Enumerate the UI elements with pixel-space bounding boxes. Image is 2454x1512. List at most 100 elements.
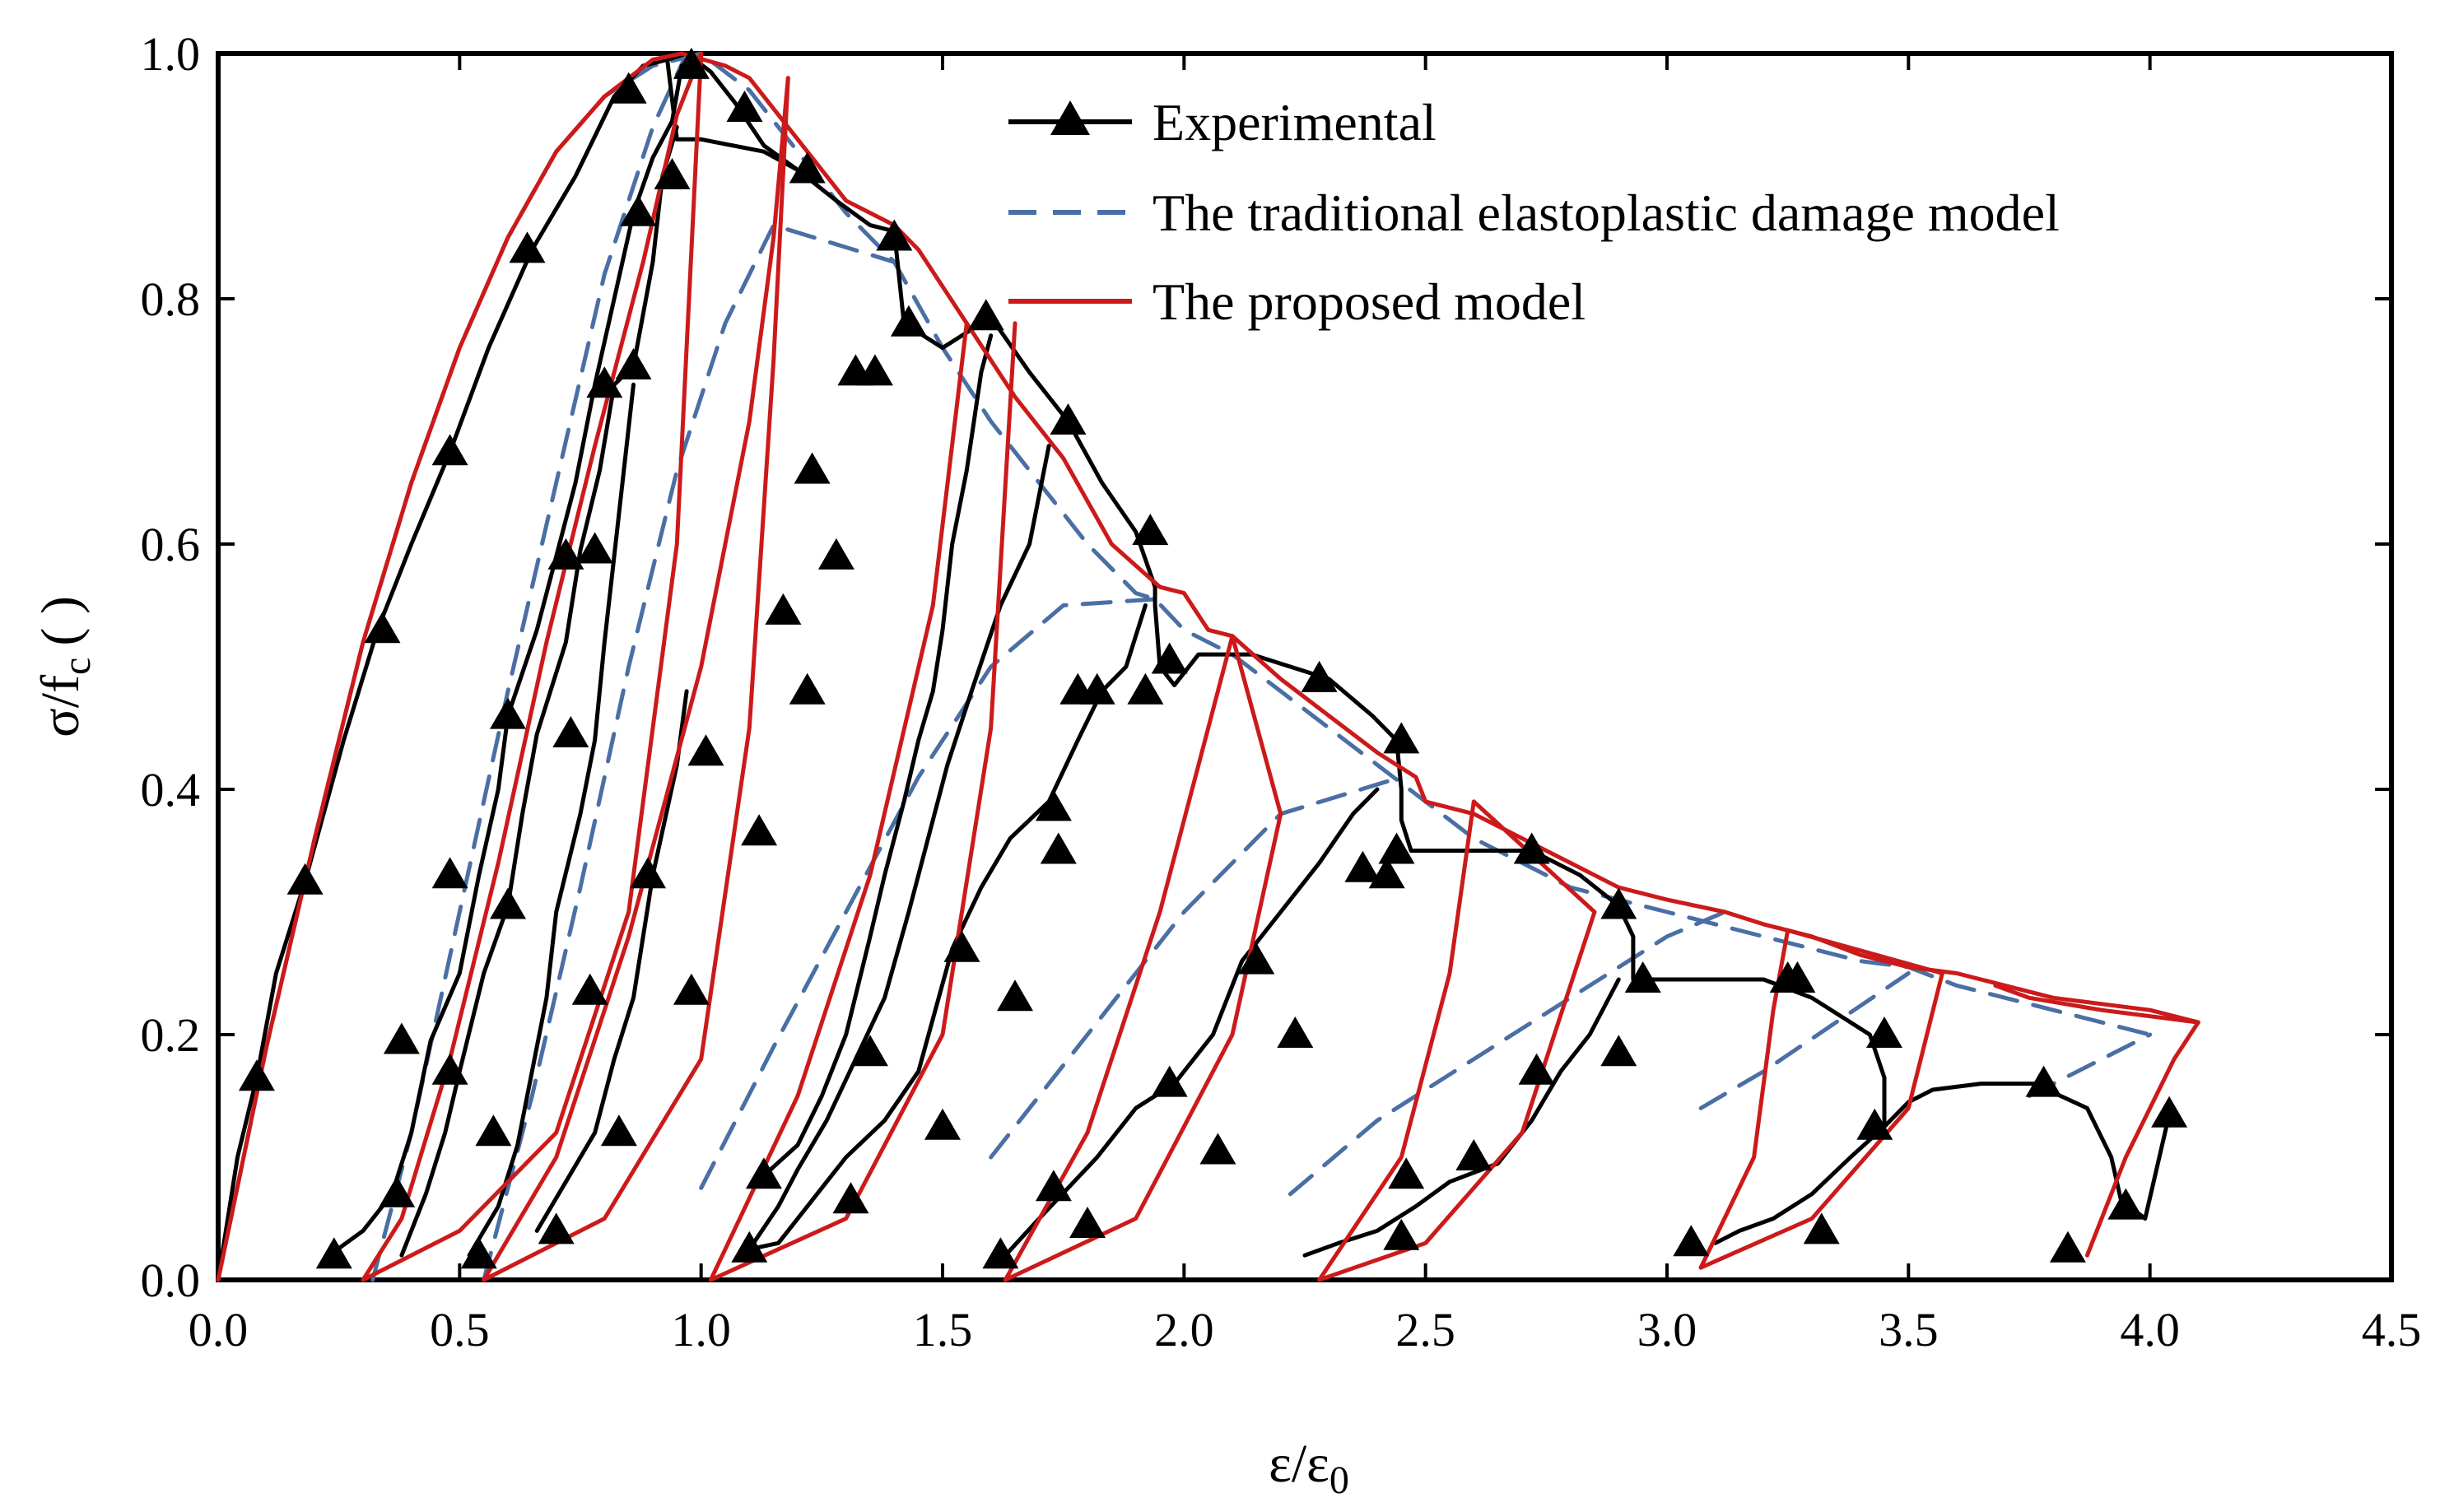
experimental-marker xyxy=(1513,832,1550,864)
series-line-the-traditional-elastoplastic-damage-model xyxy=(1698,971,1911,1110)
x-tick-label: 1.5 xyxy=(913,1303,973,1356)
experimental-marker xyxy=(547,537,584,570)
experimental-marker xyxy=(890,305,927,337)
series-line-the-proposed-model xyxy=(1993,983,2200,1025)
experimental-marker xyxy=(1673,1225,1710,1257)
experimental-marker xyxy=(876,219,913,251)
experimental-marker xyxy=(2025,1065,2062,1097)
series-line-the-proposed-model xyxy=(1317,799,1476,1282)
experimental-marker xyxy=(1238,942,1275,975)
experimental-marker xyxy=(765,593,802,625)
experimental-marker xyxy=(1378,832,1415,864)
experimental-marker xyxy=(726,91,763,122)
experimental-marker xyxy=(856,354,893,386)
experimental-marker xyxy=(364,612,401,644)
series-line-the-proposed-model xyxy=(1698,928,1944,1270)
legend-proposed-label: The proposed model xyxy=(1152,272,1586,331)
series-line-the-proposed-model xyxy=(708,321,969,1282)
x-axis-title: ε/ε0 xyxy=(1269,1434,1349,1502)
experimental-marker xyxy=(2151,1096,2188,1128)
experimental-marker xyxy=(490,887,526,919)
experimental-marker xyxy=(1277,1017,1314,1048)
experimental-marker xyxy=(1600,1035,1637,1067)
experimental-marker xyxy=(794,452,831,484)
experimental-marker xyxy=(1803,1212,1840,1244)
series-markers xyxy=(238,47,2188,1269)
experimental-marker xyxy=(1127,672,1164,705)
x-axis-title-sub: 0 xyxy=(1329,1458,1349,1502)
experimental-marker xyxy=(1455,1139,1492,1170)
experimental-marker xyxy=(1199,1133,1236,1165)
experimental-marker xyxy=(1383,722,1420,754)
experimental-marker xyxy=(1388,1157,1425,1189)
x-tick-label: 3.0 xyxy=(1637,1303,1697,1356)
experimental-marker xyxy=(673,47,710,79)
experimental-marker xyxy=(943,930,980,962)
experimental-marker xyxy=(610,72,647,104)
x-tick-label: 4.5 xyxy=(2362,1303,2422,1356)
x-ticks: 0.0 0.5 1.0 1.5 2.0 2.5 3.0 3.5 4.0 4.5 xyxy=(189,54,2422,1356)
experimental-marker xyxy=(1624,961,1661,993)
experimental-marker xyxy=(1779,961,1816,993)
series-line-the-proposed-model xyxy=(361,51,704,1282)
experimental-marker xyxy=(315,1237,352,1269)
experimental-marker xyxy=(741,814,778,846)
plot-area: 0.0 0.5 1.0 1.5 2.0 2.5 3.0 3.5 4.0 4.5 0.0 0.2 0.4… xyxy=(141,27,2422,1356)
experimental-marker xyxy=(2049,1231,2086,1263)
experimental-marker xyxy=(475,1114,512,1147)
y-axis-title-suffix: ( ) xyxy=(30,596,91,645)
x-tick-label: 1.0 xyxy=(671,1303,731,1356)
series-line-the-traditional-elastoplastic-damage-model xyxy=(1288,910,1727,1197)
experimental-marker xyxy=(1151,1065,1188,1097)
experimental-marker xyxy=(789,672,826,705)
x-tick-label: 4.0 xyxy=(2120,1303,2180,1356)
y-tick-label: 0.8 xyxy=(141,272,201,326)
experimental-marker xyxy=(852,1035,888,1067)
experimental-marker xyxy=(490,697,526,729)
series-line-the-traditional-elastoplastic-damage-model xyxy=(482,223,896,1282)
experimental-marker xyxy=(1151,642,1188,674)
series-line-experimental xyxy=(747,444,1051,1252)
x-tick-label: 2.0 xyxy=(1154,1303,1214,1356)
series-line-the-proposed-model xyxy=(1003,634,1283,1282)
y-tick-label: 0.2 xyxy=(141,1008,201,1062)
experimental-marker xyxy=(1600,887,1637,919)
experimental-marker xyxy=(1132,514,1169,546)
series-line-the-proposed-model xyxy=(482,76,790,1282)
experimental-marker xyxy=(832,1182,869,1214)
plot-frame xyxy=(216,51,2394,1282)
experimental-marker xyxy=(1301,660,1338,692)
experimental-marker xyxy=(431,1053,468,1085)
y-tick-label: 0.6 xyxy=(141,518,201,571)
experimental-marker xyxy=(924,1108,961,1140)
experimental-marker xyxy=(2107,1188,2144,1220)
experimental-marker xyxy=(379,1175,416,1207)
legend: Experimental The traditional elastoplast… xyxy=(1008,93,2060,331)
experimental-marker xyxy=(586,366,623,398)
x-tick-label: 3.5 xyxy=(1879,1303,1939,1356)
experimental-marker xyxy=(600,1114,637,1147)
experimental-marker xyxy=(460,1237,497,1269)
experimental-marker xyxy=(431,857,468,889)
x-tick-label: 0.0 xyxy=(189,1303,249,1356)
experimental-marker xyxy=(1518,1053,1555,1085)
y-axis-title-sub: c xyxy=(55,658,99,675)
series-line-experimental xyxy=(761,333,994,1178)
series-line-the-proposed-model xyxy=(482,76,790,1282)
experimental-marker xyxy=(1383,1218,1420,1250)
experimental-marker xyxy=(1866,1017,1902,1048)
series-lines xyxy=(216,51,2200,1282)
y-tick-label: 0.4 xyxy=(141,763,201,816)
experimental-marker xyxy=(1344,850,1381,882)
series-line-the-proposed-model xyxy=(708,321,1017,1282)
legend-item-traditional: The traditional elastoplastic damage mod… xyxy=(1008,184,2060,242)
experimental-marker xyxy=(789,151,826,184)
experimental-marker xyxy=(967,299,1004,331)
y-tick-label: 1.0 xyxy=(141,27,201,81)
x-axis-title-main: ε/ε xyxy=(1269,1434,1329,1494)
series-line-the-proposed-model xyxy=(2084,1020,2200,1258)
experimental-marker xyxy=(687,734,724,766)
x-tick-label: 2.5 xyxy=(1395,1303,1455,1356)
series-line-the-traditional-elastoplastic-damage-model xyxy=(989,775,1404,1160)
